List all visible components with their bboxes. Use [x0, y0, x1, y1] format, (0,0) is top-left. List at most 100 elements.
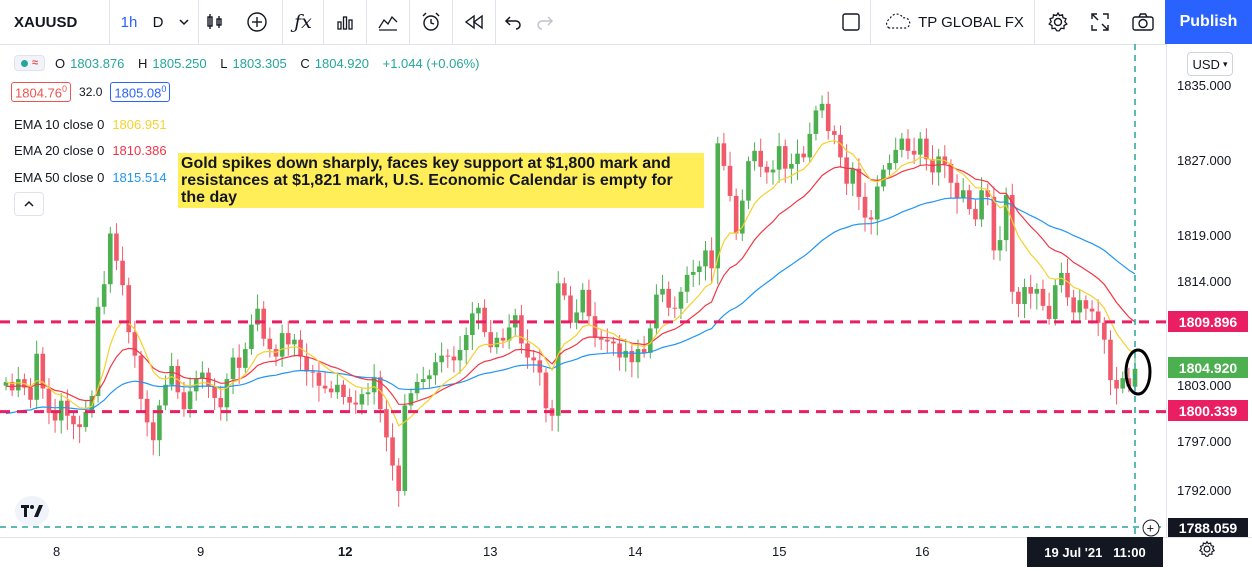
status-pill[interactable]: ≈ — [14, 55, 46, 71]
ema-50-legend[interactable]: EMA 50 close 0 1815.514 — [14, 170, 167, 185]
candle-body — [568, 295, 573, 323]
crosshair-price-tag: 1788.059 — [1168, 518, 1248, 537]
gear-icon — [1048, 11, 1068, 32]
buy-button[interactable]: 1805.080 — [110, 82, 171, 103]
interval-d-button[interactable]: D — [146, 0, 170, 44]
candle-body — [408, 393, 414, 406]
candle-body — [844, 157, 849, 184]
collapse-legend-button[interactable] — [14, 192, 44, 216]
candle-body — [611, 341, 616, 344]
chart-settings-button[interactable] — [1198, 540, 1216, 563]
candle-body — [365, 392, 371, 395]
annotation-note[interactable]: Gold spikes down sharply, faces key supp… — [178, 153, 704, 208]
candle-body — [973, 209, 978, 220]
candle-body — [948, 163, 954, 183]
time-label: 13 — [483, 544, 498, 559]
candle-body — [660, 288, 665, 295]
candle-body — [635, 349, 641, 363]
tradingview-logo-icon[interactable] — [15, 496, 49, 526]
candle-body — [267, 338, 273, 350]
publish-button[interactable]: Publish — [1165, 0, 1252, 44]
price-label: 1792.000 — [1177, 483, 1232, 498]
interval-1h-button[interactable]: 1h — [112, 0, 146, 44]
ema-10-legend[interactable]: EMA 10 close 0 1806.951 — [14, 117, 167, 132]
price-axis[interactable] — [1166, 44, 1252, 537]
candle-body — [838, 134, 843, 158]
price-label: 1803.000 — [1177, 378, 1232, 393]
redo-button[interactable] — [530, 0, 560, 44]
candle-body — [377, 377, 383, 410]
high-value: 1805.250 — [152, 55, 207, 71]
time-label: 16 — [915, 544, 930, 559]
high-label: H — [138, 55, 148, 71]
candle-body — [150, 422, 156, 441]
indicators-button[interactable]: ƒx — [283, 0, 324, 44]
financials-button[interactable] — [324, 0, 367, 44]
candle-body — [95, 306, 101, 397]
ohlc-legend: ≈ O 1803.876 H 1805.250 L 1803.305 C 1804.92… — [14, 55, 484, 71]
candle-body — [1108, 339, 1113, 381]
candle-body — [132, 332, 138, 356]
undo-icon — [504, 16, 521, 30]
candle-body — [709, 250, 714, 269]
candle-body — [519, 315, 524, 344]
candle-body — [242, 349, 248, 368]
candle-body — [402, 405, 408, 491]
candle-body — [1009, 194, 1015, 292]
currency-dropdown[interactable]: USD ▾ — [1187, 52, 1233, 76]
settings-button[interactable] — [1040, 0, 1076, 44]
candle-body — [868, 217, 874, 220]
symbol-label: XAUUSD — [14, 13, 78, 31]
candle-body — [3, 381, 9, 386]
close-value: 1804.920 — [314, 55, 369, 71]
candle-body — [1022, 287, 1027, 304]
candle-body — [218, 397, 224, 408]
compare-symbol-button[interactable] — [232, 0, 283, 44]
ema-20-legend[interactable]: EMA 20 close 0 1810.386 — [14, 143, 167, 158]
snapshot-button[interactable] — [1124, 0, 1162, 44]
candle-body — [598, 337, 604, 340]
candle-body — [200, 372, 205, 379]
crosshair-time-label: 19 Jul '21 11:00 — [1044, 544, 1146, 560]
time-label: 12 — [338, 544, 353, 559]
candle-body — [335, 384, 340, 393]
layout-button[interactable] — [832, 0, 871, 44]
candle-body — [543, 372, 549, 409]
candle-body — [874, 186, 880, 220]
alarm-clock-icon — [422, 12, 440, 31]
candle-body — [733, 195, 739, 234]
candle-body — [1003, 194, 1009, 241]
alert-button[interactable] — [410, 0, 453, 44]
candle-body — [924, 138, 929, 160]
templates-button[interactable] — [367, 0, 410, 44]
candle-body — [832, 131, 837, 135]
bid-ask-row: 1804.760 32.0 1805.080 — [11, 82, 171, 103]
fullscreen-button[interactable] — [1082, 0, 1118, 44]
interval-d-label: D — [152, 13, 164, 31]
candle-body — [1034, 288, 1040, 294]
redo-icon — [537, 16, 554, 30]
broker-layout-button[interactable]: TP GLOBAL FX — [872, 0, 1035, 44]
close-label: C — [300, 55, 310, 71]
interval-dropdown-button[interactable] — [170, 0, 199, 44]
undo-button[interactable] — [497, 0, 529, 44]
bar-style-button[interactable] — [200, 0, 230, 44]
candle-body — [488, 332, 494, 348]
candle-body — [893, 149, 899, 164]
broker-label: TP GLOBAL FX — [918, 13, 1024, 31]
candle-body — [905, 138, 911, 151]
replay-button[interactable] — [453, 0, 496, 44]
candle-body — [647, 328, 653, 353]
price-chart[interactable]: + — [0, 44, 1166, 537]
cloud-icon — [886, 13, 911, 29]
candle-body — [850, 168, 856, 184]
candle-body — [1095, 311, 1101, 323]
candle-body — [310, 371, 316, 373]
symbol-search-button[interactable]: XAUUSD — [0, 0, 110, 44]
candle-body — [114, 233, 119, 261]
candle-body — [224, 379, 230, 408]
square-icon — [842, 13, 860, 31]
sell-button[interactable]: 1804.760 — [11, 82, 72, 103]
candle-body — [801, 153, 806, 158]
candle-body — [979, 190, 984, 220]
